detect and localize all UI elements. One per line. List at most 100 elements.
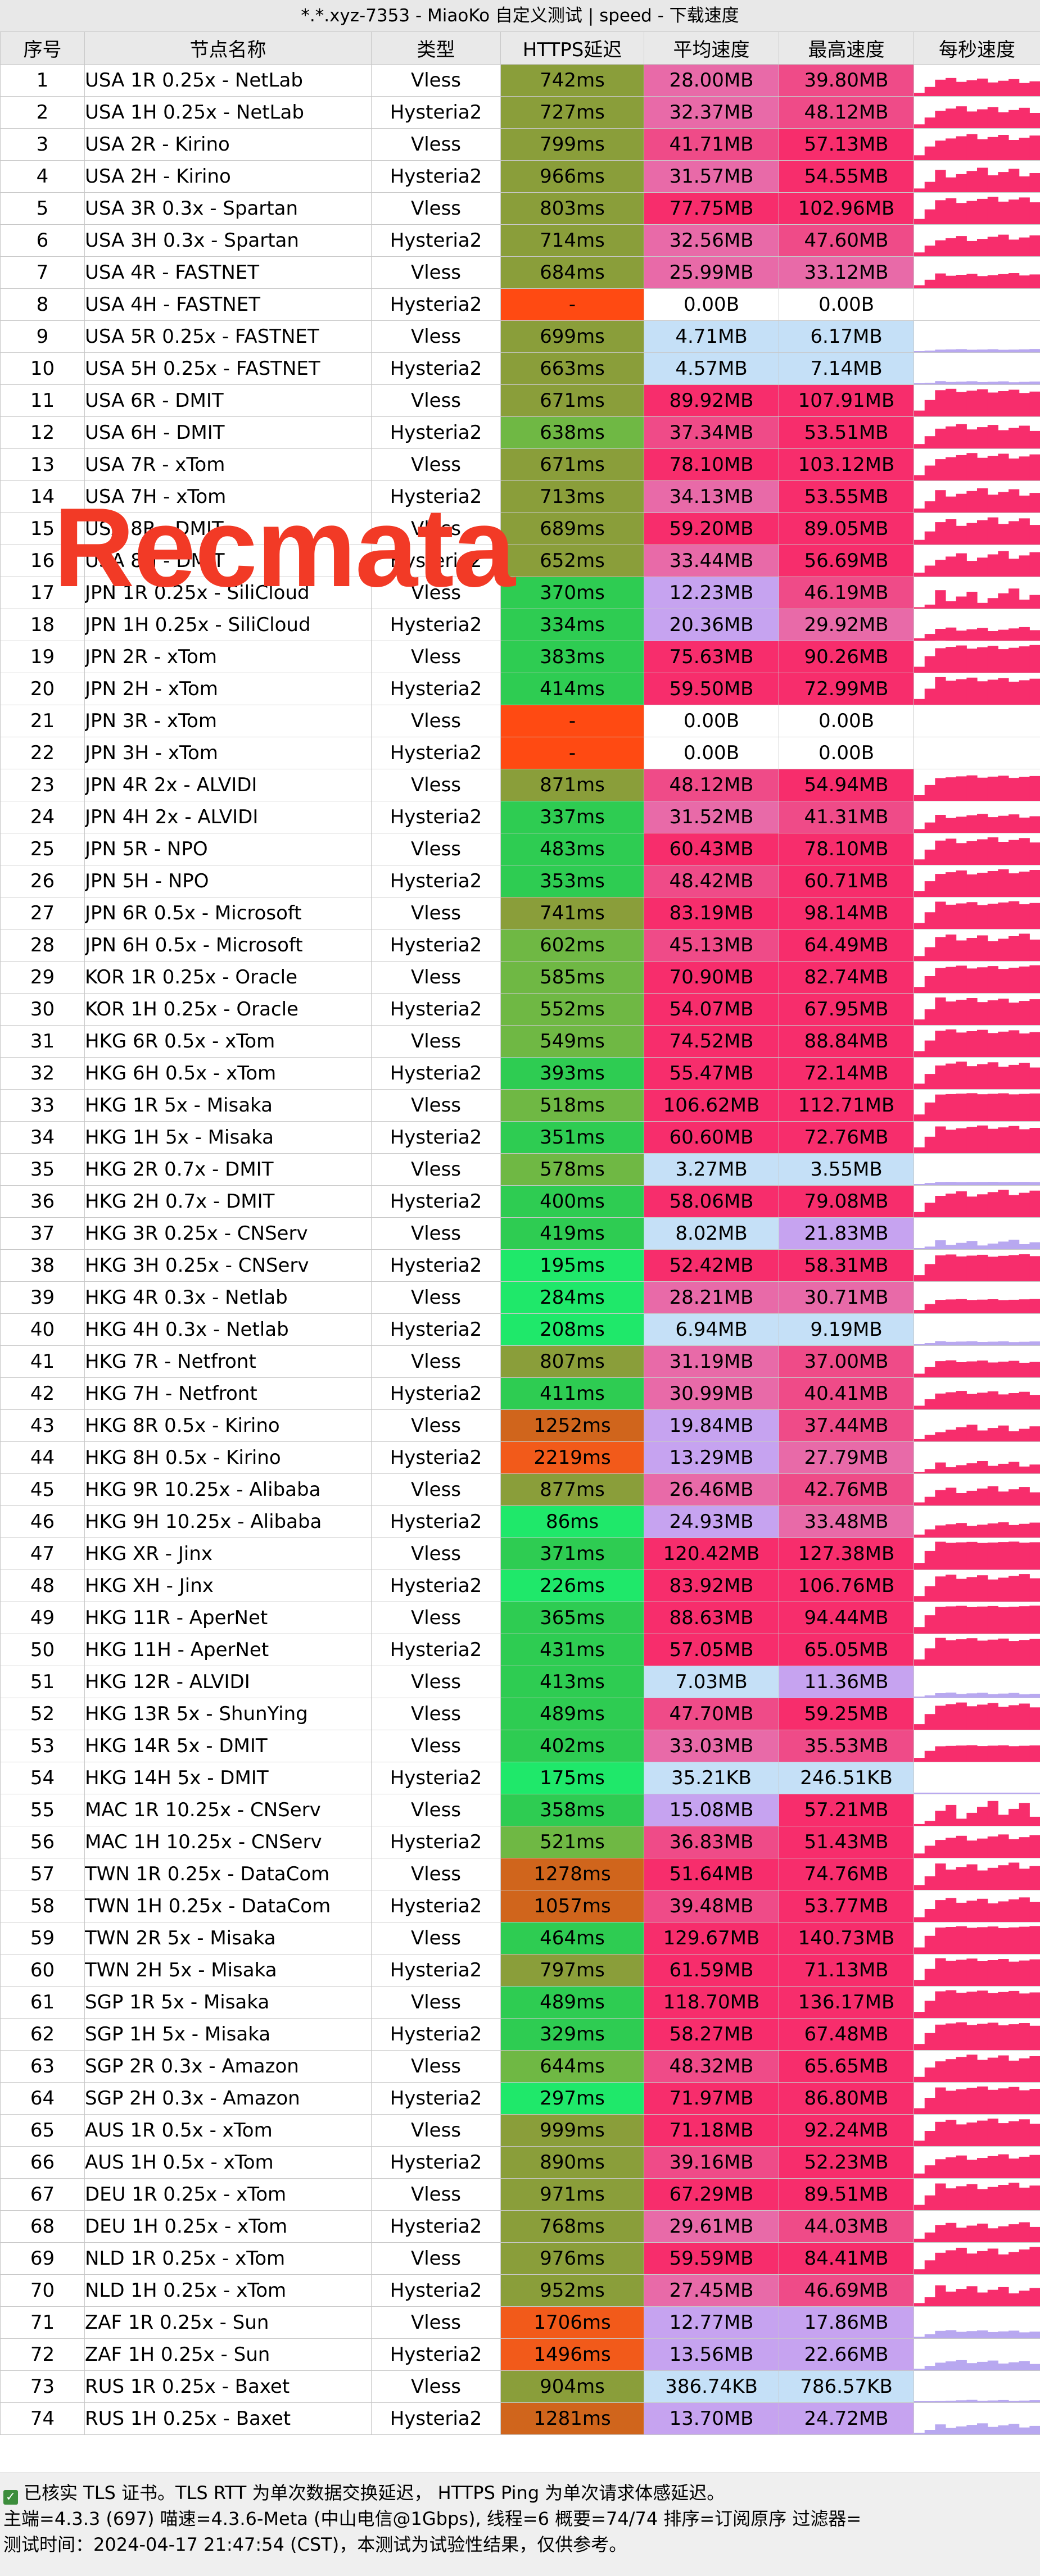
table-row[interactable]: 70 NLD 1H 0.25x - xTom Hysteria2 952ms 27.45… [0,2274,1040,2307]
per-second-sparkline [914,1391,1040,1409]
cell-avg-speed: 25.99MB [644,256,779,289]
table-row[interactable]: 64 SGP 2H 0.3x - Amazon Hysteria2 297ms 71.9… [0,2082,1040,2115]
table-row[interactable]: 36 HKG 2H 0.7x - DMIT Hysteria2 400ms 58.06M… [0,1185,1040,1218]
table-row[interactable]: 7 USA 4R - FASTNET Vless 684ms 25.99MB 33.12M… [0,256,1040,289]
table-row[interactable]: 50 HKG 11H - AperNet Hysteria2 431ms 57.05MB… [0,1634,1040,1666]
table-row[interactable]: 16 USA 8H - DMIT Hysteria2 652ms 33.44MB 56.6… [0,545,1040,577]
cell-avg-speed: 37.34MB [644,416,779,449]
table-row[interactable]: 21 JPN 3R - xTom Vless -0.00B 0.00B [0,705,1040,737]
table-row[interactable]: 69 NLD 1R 0.25x - xTom Vless 976ms 59.59MB 84… [0,2242,1040,2275]
table-row[interactable]: 38 HKG 3H 0.25x - CNServ Hysteria2 195ms 52.… [0,1249,1040,1282]
table-row[interactable]: 30 KOR 1H 0.25x - Oracle Hysteria2 552ms 54.… [0,993,1040,1026]
cell-per-second-chart [914,1826,1040,1858]
table-row[interactable]: 34 HKG 1H 5x - Misaka Hysteria2 351ms 60.60M… [0,1121,1040,1154]
table-row[interactable]: 6 USA 3H 0.3x - Spartan Hysteria2 714ms 32.5… [0,224,1040,257]
table-row[interactable]: 71 ZAF 1R 0.25x - Sun Vless 1706ms 12.77MB 17… [0,2306,1040,2339]
per-second-sparkline [914,2285,1040,2306]
table-row[interactable]: 63 SGP 2R 0.3x - Amazon Vless 644ms 48.32MB 6… [0,2050,1040,2083]
table-row[interactable]: 32 HKG 6H 0.5x - xTom Hysteria2 393ms 55.47M… [0,1057,1040,1090]
table-row[interactable]: 14 USA 7H - xTom Hysteria2 713ms 34.13MB 53.5… [0,480,1040,513]
table-row[interactable]: 68 DEU 1H 0.25x - xTom Hysteria2 768ms 29.61… [0,2210,1040,2243]
sparkline-bar [1009,1927,1020,1954]
table-row[interactable]: 74 RUS 1H 0.25x - Baxet Hysteria2 1281ms 13.… [0,2402,1040,2435]
column-header-avg-speed[interactable]: 平均速度 [644,31,779,65]
table-row[interactable]: 55 MAC 1R 10.25x - CNServ Vless 358ms 15.08M… [0,1794,1040,1826]
table-row[interactable]: 5 USA 3R 0.3x - Spartan Vless 803ms 77.75MB 1… [0,192,1040,225]
table-row[interactable]: 13 USA 7R - xTom Vless 671ms 78.10MB 103.12MB [0,448,1040,481]
table-row[interactable]: 59 TWN 2R 5x - Misaka Vless 464ms 129.67MB 14… [0,1922,1040,1954]
table-row[interactable]: 3 USA 2R - Kirino Vless 799ms 41.71MB 57.13MB [0,128,1040,161]
table-row[interactable]: 28 JPN 6H 0.5x - Microsoft Hysteria2 602ms 4… [0,929,1040,962]
table-row[interactable]: 73 RUS 1R 0.25x - Baxet Vless 904ms 386.74KB… [0,2370,1040,2403]
table-row[interactable]: 44 HKG 8H 0.5x - Kirino Hysteria2 2219ms 13.… [0,1441,1040,1474]
sparkline-bar [1009,382,1020,384]
table-row[interactable]: 31 HKG 6R 0.5x - xTom Vless 549ms 74.52MB 88.… [0,1025,1040,1058]
table-row[interactable]: 40 HKG 4H 0.3x - Netlab Hysteria2 208ms 6.94… [0,1313,1040,1346]
column-header-type[interactable]: 类型 [371,31,501,65]
table-row[interactable]: 58 TWN 1H 0.25x - DataCom Hysteria2 1057ms 3… [0,1890,1040,1922]
table-row[interactable]: 33 HKG 1R 5x - Misaka Vless 518ms 106.62MB 11… [0,1089,1040,1122]
table-row[interactable]: 62 SGP 1H 5x - Misaka Hysteria2 329ms 58.27M… [0,2018,1040,2051]
table-row[interactable]: 23 JPN 4R 2x - ALVIDI Vless 871ms 48.12MB 54.… [0,769,1040,801]
cell-index: 2 [0,96,85,129]
table-row[interactable]: 46 HKG 9H 10.25x - Alibaba Hysteria2 86ms 24… [0,1505,1040,1538]
table-row[interactable]: 35 HKG 2R 0.7x - DMIT Vless 578ms 3.27MB 3.55… [0,1153,1040,1186]
table-row[interactable]: 57 TWN 1R 0.25x - DataCom Vless 1278ms 51.64… [0,1858,1040,1890]
column-header-node[interactable]: 节点名称 [84,31,372,65]
cell-node-name: USA 8H - DMIT [84,545,372,577]
table-row[interactable]: 53 HKG 14R 5x - DMIT Vless 402ms 33.03MB 35.5… [0,1730,1040,1762]
table-row[interactable]: 17 JPN 1R 0.25x - SiliCloud Vless 370ms 12.2… [0,577,1040,609]
table-row[interactable]: 61 SGP 1R 5x - Misaka Vless 489ms 118.70MB 13… [0,1986,1040,2019]
table-row[interactable]: 67 DEU 1R 0.25x - xTom Vless 971ms 67.29MB 89… [0,2178,1040,2211]
table-row[interactable]: 2 USA 1H 0.25x - NetLab Hysteria2 727ms 32.3… [0,96,1040,129]
cell-latency: 652ms [500,545,644,577]
table-row[interactable]: 52 HKG 13R 5x - ShunYing Vless 489ms 47.70MB… [0,1698,1040,1730]
table-row[interactable]: 9 USA 5R 0.25x - FASTNET Vless 699ms 4.71MB 6… [0,320,1040,353]
per-second-sparkline [914,588,1040,609]
table-row[interactable]: 51 HKG 12R - ALVIDI Vless 413ms 7.03MB 11.36M… [0,1666,1040,1698]
sparkline-bar [1019,627,1030,641]
table-row[interactable]: 48 HKG XH - Jinx Hysteria2 226ms 83.92MB 106.… [0,1570,1040,1602]
table-row[interactable]: 72 ZAF 1H 0.25x - Sun Hysteria2 1496ms 13.56… [0,2338,1040,2371]
sparkline-bar [1029,678,1040,705]
table-row[interactable]: 10 USA 5H 0.25x - FASTNET Hysteria2 663ms 4.… [0,352,1040,385]
table-row[interactable]: 26 JPN 5H - NPO Hysteria2 353ms 48.42MB 60.71… [0,865,1040,897]
table-row[interactable]: 4 USA 2H - Kirino Hysteria2 966ms 31.57MB 54.… [0,160,1040,193]
table-row[interactable]: 45 HKG 9R 10.25x - Alibaba Vless 877ms 26.46… [0,1473,1040,1506]
table-row[interactable]: 12 USA 6H - DMIT Hysteria2 638ms 37.34MB 53.5… [0,416,1040,449]
table-row[interactable]: 15 USA 8R - DMIT Vless 689ms 59.20MB 89.05MB [0,513,1040,545]
cell-latency: 741ms [500,897,644,929]
cell-node-name: HKG 2R 0.7x - DMIT [84,1153,372,1186]
table-row[interactable]: 18 JPN 1H 0.25x - SiliCloud Hysteria2 334ms… [0,609,1040,641]
table-row[interactable]: 37 HKG 3R 0.25x - CNServ Vless 419ms 8.02MB 2… [0,1217,1040,1250]
table-row[interactable]: 60 TWN 2H 5x - Misaka Hysteria2 797ms 61.59M… [0,1954,1040,1987]
table-row[interactable]: 19 JPN 2R - xTom Vless 383ms 75.63MB 90.26MB [0,641,1040,673]
table-row[interactable]: 54 HKG 14H 5x - DMIT Hysteria2 175ms 35.21KB… [0,1762,1040,1794]
table-row[interactable]: 42 HKG 7H - Netfront Hysteria2 411ms 30.99MB… [0,1377,1040,1410]
sparkline-bar [1019,1960,1030,1986]
table-row[interactable]: 8 USA 4H - FASTNET Hysteria2-0.00B 0.00B [0,288,1040,321]
column-header-per-second[interactable]: 每秒速度 [914,31,1040,65]
sparkline-bar [966,1693,978,1698]
sparkline-bar [956,1493,967,1505]
table-row[interactable]: 22 JPN 3H - xTom Hysteria2-0.00B 0.00B [0,737,1040,769]
table-row[interactable]: 25 JPN 5R - NPO Vless 483ms 60.43MB 78.10MB [0,833,1040,865]
table-row[interactable]: 66 AUS 1H 0.5x - xTom Hysteria2 890ms 39.16M… [0,2146,1040,2179]
column-header-latency[interactable]: HTTPS延迟 [500,31,644,65]
column-header-max-speed[interactable]: 最高速度 [779,31,914,65]
table-row[interactable]: 20 JPN 2H - xTom Hysteria2 414ms 59.50MB 72.9… [0,673,1040,705]
table-row[interactable]: 29 KOR 1R 0.25x - Oracle Vless 585ms 70.90MB… [0,961,1040,994]
table-row[interactable]: 11 USA 6R - DMIT Vless 671ms 89.92MB 107.91MB [0,384,1040,417]
table-row[interactable]: 56 MAC 1H 10.25x - CNServ Hysteria2 521ms 36… [0,1826,1040,1858]
table-row[interactable]: 41 HKG 7R - Netfront Vless 807ms 31.19MB 37.0… [0,1345,1040,1378]
table-row[interactable]: 1 USA 1R 0.25x - NetLab Vless 742ms 28.00MB 3… [0,64,1040,97]
table-row[interactable]: 65 AUS 1R 0.5x - xTom Vless 999ms 71.18MB 92.… [0,2114,1040,2147]
table-row[interactable]: 49 HKG 11R - AperNet Vless 365ms 88.63MB 94.4… [0,1602,1040,1634]
column-header-index[interactable]: 序号 [0,31,85,65]
table-row[interactable]: 27 JPN 6R 0.5x - Microsoft Vless 741ms 83.19… [0,897,1040,929]
cell-latency: 684ms [500,256,644,289]
table-row[interactable]: 39 HKG 4R 0.3x - Netlab Vless 284ms 28.21MB 3… [0,1281,1040,1314]
table-row[interactable]: 24 JPN 4H 2x - ALVIDI Hysteria2 337ms 31.52M… [0,801,1040,833]
table-row[interactable]: 47 HKG XR - Jinx Vless 371ms 120.42MB 127.38M… [0,1538,1040,1570]
table-row[interactable]: 43 HKG 8R 0.5x - Kirino Vless 1252ms 19.84MB… [0,1409,1040,1442]
